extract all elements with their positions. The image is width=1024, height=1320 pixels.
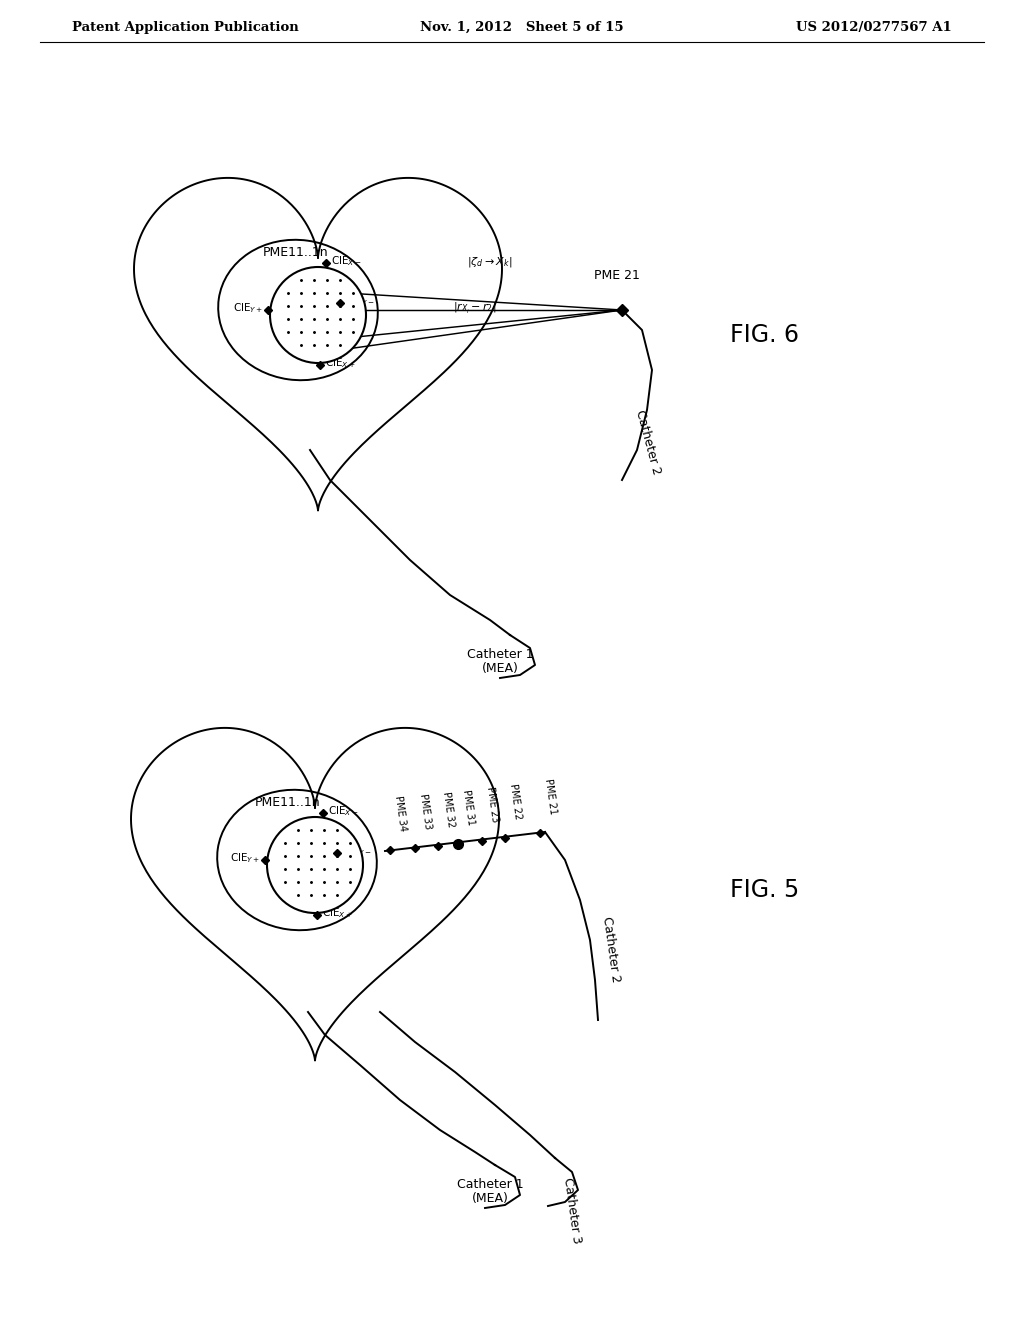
Text: Nov. 1, 2012   Sheet 5 of 15: Nov. 1, 2012 Sheet 5 of 15: [420, 21, 624, 33]
Text: Catheter 1: Catheter 1: [457, 1177, 523, 1191]
Circle shape: [270, 267, 366, 363]
Text: PME 32: PME 32: [441, 791, 456, 828]
Text: PME 23: PME 23: [485, 785, 500, 822]
Text: Catheter 2: Catheter 2: [633, 408, 663, 475]
Text: PME11..1n: PME11..1n: [263, 246, 329, 259]
Text: $|\zeta_d \rightarrow X_k|$: $|\zeta_d \rightarrow X_k|$: [467, 255, 513, 269]
Text: (MEA): (MEA): [472, 1192, 509, 1205]
Text: PME 21: PME 21: [543, 777, 558, 814]
Text: CIE$_{X+}$: CIE$_{X+}$: [325, 356, 355, 370]
Text: CIE$_{X-}$: CIE$_{X-}$: [331, 253, 361, 268]
Text: Catheter 3: Catheter 3: [561, 1177, 583, 1245]
Text: (MEA): (MEA): [481, 663, 518, 675]
Text: PME11..1n: PME11..1n: [255, 796, 321, 808]
Text: PME 22: PME 22: [508, 783, 523, 820]
Text: Catheter 2: Catheter 2: [600, 916, 623, 983]
Text: $|r_{X_i} - r_2|$: $|r_{X_i} - r_2|$: [454, 301, 497, 315]
Text: CIE$_{Y-}$: CIE$_{Y-}$: [342, 843, 372, 858]
Text: PME 31: PME 31: [461, 789, 476, 826]
Text: Catheter 1: Catheter 1: [467, 648, 534, 661]
Text: CIE$_{X+}$: CIE$_{X+}$: [322, 906, 352, 920]
Text: PME 33: PME 33: [418, 793, 433, 830]
Text: CIE$_{Y-}$: CIE$_{Y-}$: [345, 294, 375, 308]
Text: CIE$_{Y+}$: CIE$_{Y+}$: [232, 301, 263, 315]
Text: PME 34: PME 34: [393, 795, 408, 832]
Text: CIE$_{X-}$: CIE$_{X-}$: [328, 804, 358, 818]
Text: CIE$_{Y+}$: CIE$_{Y+}$: [229, 851, 260, 865]
Text: US 2012/0277567 A1: US 2012/0277567 A1: [797, 21, 952, 33]
Text: FIG. 6: FIG. 6: [730, 323, 799, 347]
Text: FIG. 5: FIG. 5: [730, 878, 800, 902]
Text: PME 21: PME 21: [594, 269, 640, 282]
Circle shape: [267, 817, 362, 913]
Text: Patent Application Publication: Patent Application Publication: [72, 21, 299, 33]
